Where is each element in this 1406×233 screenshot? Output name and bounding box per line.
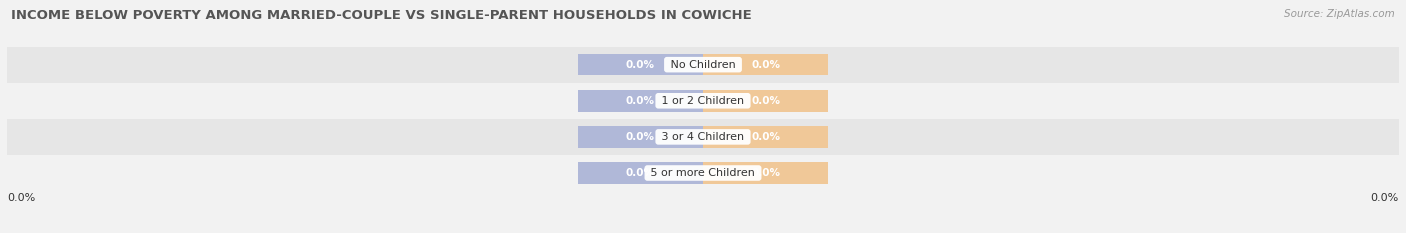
Bar [7, 47, 1399, 83]
Text: 0.0%: 0.0% [751, 60, 780, 70]
Text: 0.0%: 0.0% [626, 60, 655, 70]
Text: 0.0%: 0.0% [751, 132, 780, 142]
Bar [578, 126, 703, 148]
Bar [7, 119, 1399, 155]
Text: INCOME BELOW POVERTY AMONG MARRIED-COUPLE VS SINGLE-PARENT HOUSEHOLDS IN COWICHE: INCOME BELOW POVERTY AMONG MARRIED-COUPL… [11, 9, 752, 22]
Text: No Children: No Children [666, 60, 740, 70]
Text: 1 or 2 Children: 1 or 2 Children [658, 96, 748, 106]
Text: 0.0%: 0.0% [7, 193, 35, 203]
Text: 0.0%: 0.0% [626, 96, 655, 106]
Text: 3 or 4 Children: 3 or 4 Children [658, 132, 748, 142]
Bar [703, 162, 828, 184]
Bar [7, 155, 1399, 191]
Bar [578, 90, 703, 112]
Text: 0.0%: 0.0% [626, 132, 655, 142]
Bar [578, 162, 703, 184]
Bar [578, 54, 703, 75]
Text: 0.0%: 0.0% [751, 96, 780, 106]
Text: 0.0%: 0.0% [1371, 193, 1399, 203]
Text: 0.0%: 0.0% [751, 168, 780, 178]
Bar [703, 54, 828, 75]
Bar [7, 83, 1399, 119]
Text: 0.0%: 0.0% [626, 168, 655, 178]
Text: Source: ZipAtlas.com: Source: ZipAtlas.com [1284, 9, 1395, 19]
Text: 5 or more Children: 5 or more Children [647, 168, 759, 178]
Bar [703, 126, 828, 148]
Bar [703, 90, 828, 112]
